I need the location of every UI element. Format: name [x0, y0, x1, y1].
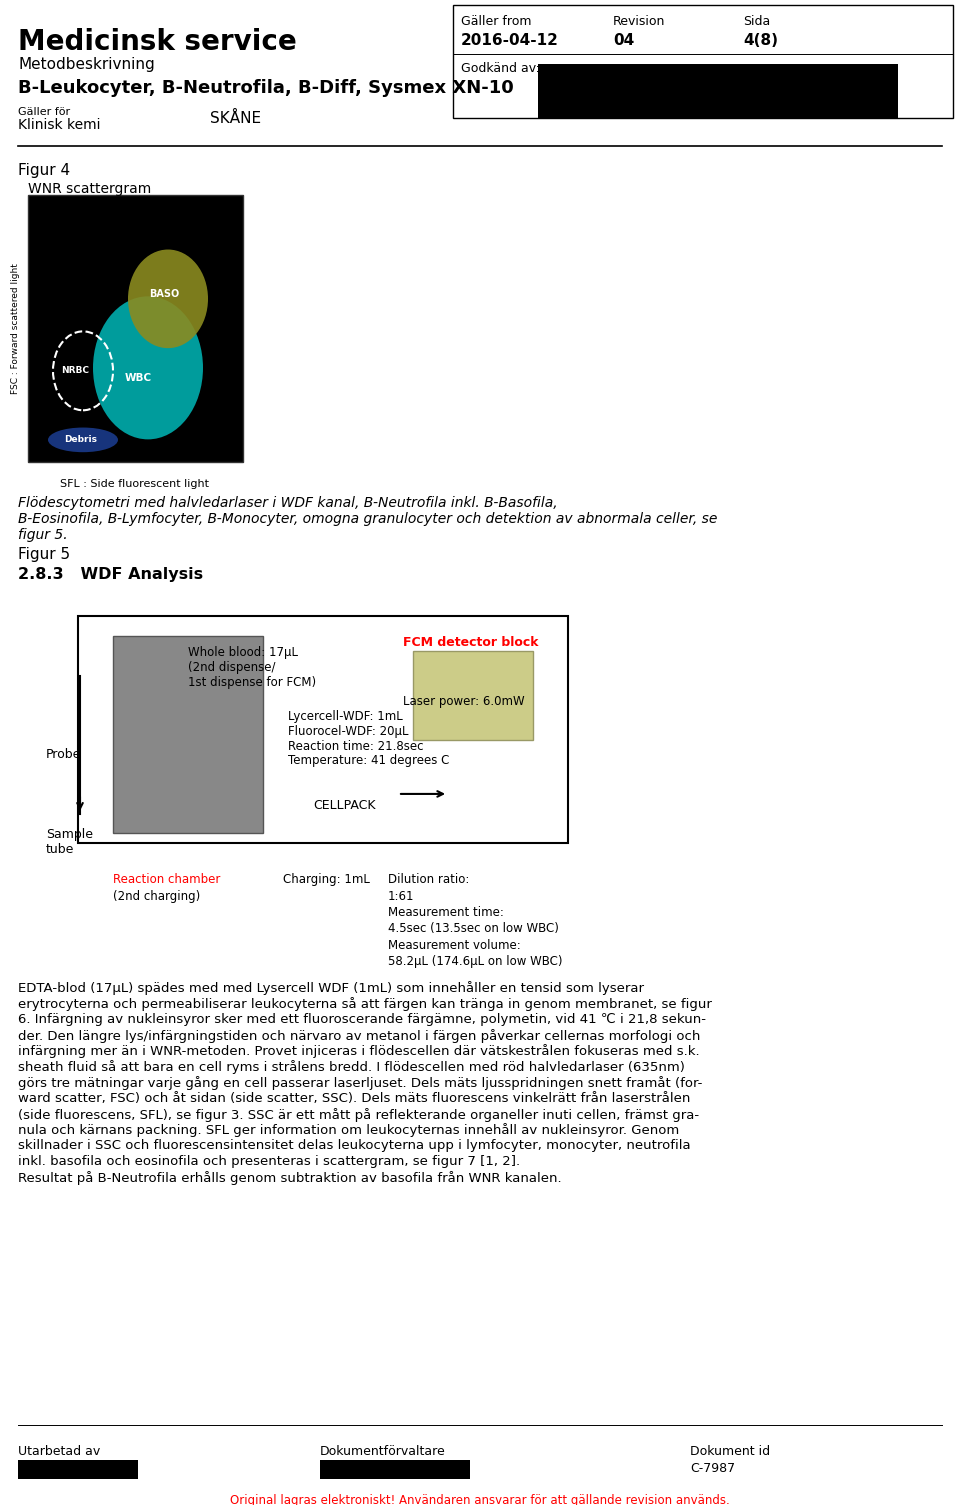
Text: inkl. basofila och eosinofila och presenteras i scattergram, se figur 7 [1, 2].: inkl. basofila och eosinofila och presen… — [18, 1154, 520, 1168]
Text: skillnader i SSC och fluorescensintensitet delas leukocyterna upp i lymfocyter, : skillnader i SSC och fluorescensintensit… — [18, 1139, 690, 1153]
Text: Gäller för: Gäller för — [18, 107, 70, 116]
Text: 1:61: 1:61 — [388, 889, 415, 903]
Text: Reaction time: 21.8sec: Reaction time: 21.8sec — [288, 739, 423, 752]
Text: B-Eosinofila, B-Lymfocyter, B-Monocyter, omogna granulocyter och detektion av ab: B-Eosinofila, B-Lymfocyter, B-Monocyter,… — [18, 512, 717, 525]
Text: Reaction chamber: Reaction chamber — [113, 873, 221, 886]
Text: Fluorocel-WDF: 20µL: Fluorocel-WDF: 20µL — [288, 725, 409, 737]
Text: BASO: BASO — [149, 289, 180, 299]
Text: infärgning mer än i WNR-metoden. Provet injiceras i flödescellen där vätskestrål: infärgning mer än i WNR-metoden. Provet … — [18, 1044, 700, 1058]
FancyBboxPatch shape — [453, 5, 953, 119]
Text: EDTA-blod (17µL) spädes med med Lysercell WDF (1mL) som innehåller en tensid som: EDTA-blod (17µL) spädes med med Lysercel… — [18, 981, 644, 995]
Text: Measurement time:: Measurement time: — [388, 906, 504, 920]
Text: WNR scattergram: WNR scattergram — [28, 182, 152, 197]
Text: Original lagras elektroniskt! Användaren ansvarar för att gällande revision anvä: Original lagras elektroniskt! Användaren… — [230, 1494, 730, 1505]
Text: Figur 4: Figur 4 — [18, 163, 70, 178]
Text: sheath fluid så att bara en cell ryms i strålens bredd. I flödescellen med röd h: sheath fluid så att bara en cell ryms i … — [18, 1060, 684, 1075]
Text: tube: tube — [46, 843, 74, 856]
Text: Dokumentförvaltare: Dokumentförvaltare — [320, 1445, 445, 1458]
Text: 2.8.3   WDF Analysis: 2.8.3 WDF Analysis — [18, 567, 204, 582]
Bar — [320, 1460, 470, 1479]
Text: 4.5sec (13.5sec on low WBC): 4.5sec (13.5sec on low WBC) — [388, 923, 559, 935]
Text: Metodbeskrivning: Metodbeskrivning — [18, 57, 155, 72]
Text: Charging: 1mL: Charging: 1mL — [283, 873, 370, 886]
Text: Flödescytometri med halvledarlaser i WDF kanal, B-Neutrofila inkl. B-Basofila,: Flödescytometri med halvledarlaser i WDF… — [18, 497, 558, 510]
Text: Gäller from: Gäller from — [461, 15, 532, 27]
Bar — [28, 196, 243, 462]
Ellipse shape — [48, 427, 118, 452]
Bar — [538, 65, 898, 119]
Text: (2nd charging): (2nd charging) — [113, 889, 201, 903]
Text: Utarbetad av: Utarbetad av — [18, 1445, 100, 1458]
Text: erytrocyterna och permeabiliserar leukocyterna så att färgen kan tränga in genom: erytrocyterna och permeabiliserar leukoc… — [18, 998, 712, 1011]
Text: Sida: Sida — [743, 15, 770, 27]
Text: Temperature: 41 degrees C: Temperature: 41 degrees C — [288, 754, 449, 768]
Text: der. Den längre lys/infärgningstiden och närvaro av metanol i färgen påverkar ce: der. Den längre lys/infärgningstiden och… — [18, 1028, 701, 1043]
Text: SKÅNE: SKÅNE — [210, 111, 261, 126]
Text: Dokument id: Dokument id — [690, 1445, 770, 1458]
Text: ward scatter, FSC) och åt sidan (side scatter, SSC). Dels mäts fluorescens vinke: ward scatter, FSC) och åt sidan (side sc… — [18, 1091, 690, 1105]
Text: nula och kärnans packning. SFL ger information om leukocyternas innehåll av nukl: nula och kärnans packning. SFL ger infor… — [18, 1123, 680, 1138]
Ellipse shape — [128, 250, 208, 348]
Text: 2016-04-12: 2016-04-12 — [461, 33, 559, 48]
Text: görs tre mätningar varje gång en cell passerar laserljuset. Dels mäts ljusspridn: görs tre mätningar varje gång en cell pa… — [18, 1076, 703, 1090]
Text: NRBC: NRBC — [61, 366, 89, 375]
Text: CELLPACK: CELLPACK — [313, 799, 375, 811]
Text: Probe: Probe — [46, 748, 82, 762]
Text: 6. Infärgning av nukleinsyror sker med ett fluoroscerande färgämne, polymetin, v: 6. Infärgning av nukleinsyror sker med e… — [18, 1013, 706, 1026]
Bar — [413, 652, 533, 739]
Text: Debris: Debris — [64, 435, 98, 444]
Text: Laser power: 6.0mW: Laser power: 6.0mW — [403, 695, 524, 709]
Text: Lycercell-WDF: 1mL: Lycercell-WDF: 1mL — [288, 710, 403, 722]
Text: FSC : Forward scattered light: FSC : Forward scattered light — [12, 263, 20, 394]
Text: Dilution ratio:: Dilution ratio: — [388, 873, 469, 886]
Text: 58.2µL (174.6µL on low WBC): 58.2µL (174.6µL on low WBC) — [388, 954, 563, 968]
Text: Revision: Revision — [613, 15, 665, 27]
Bar — [18, 1460, 138, 1479]
Text: Medicinsk service: Medicinsk service — [18, 27, 297, 56]
Text: (2nd dispense/: (2nd dispense/ — [188, 661, 276, 674]
Text: 1st dispense for FCM): 1st dispense for FCM) — [188, 676, 316, 689]
Text: B-Leukocyter, B-Neutrofila, B-Diff, Sysmex XN-10: B-Leukocyter, B-Neutrofila, B-Diff, Sysm… — [18, 78, 514, 96]
Text: FCM detector block: FCM detector block — [403, 637, 539, 649]
Text: C-7987: C-7987 — [690, 1461, 735, 1475]
Text: Figur 5: Figur 5 — [18, 548, 70, 563]
Text: Resultat på B-Neutrofila erhålls genom subtraktion av basofila från WNR kanalen.: Resultat på B-Neutrofila erhålls genom s… — [18, 1171, 562, 1184]
Text: Whole blood: 17µL: Whole blood: 17µL — [188, 646, 298, 659]
Text: Measurement volume:: Measurement volume: — [388, 939, 520, 951]
Text: SFL : Side fluorescent light: SFL : Side fluorescent light — [60, 479, 209, 489]
Text: 4(8): 4(8) — [743, 33, 778, 48]
Text: WBC: WBC — [125, 373, 152, 382]
Text: Sample: Sample — [46, 828, 93, 841]
Text: 04: 04 — [613, 33, 635, 48]
Text: figur 5.: figur 5. — [18, 528, 67, 542]
Text: Klinisk kemi: Klinisk kemi — [18, 119, 101, 132]
Text: Godkänd av:: Godkänd av: — [461, 62, 540, 75]
Bar — [113, 637, 263, 834]
Ellipse shape — [93, 296, 203, 439]
Text: (side fluorescens, SFL), se figur 3. SSC är ett mått på reflekterande organeller: (side fluorescens, SFL), se figur 3. SSC… — [18, 1108, 699, 1121]
FancyBboxPatch shape — [78, 617, 568, 843]
